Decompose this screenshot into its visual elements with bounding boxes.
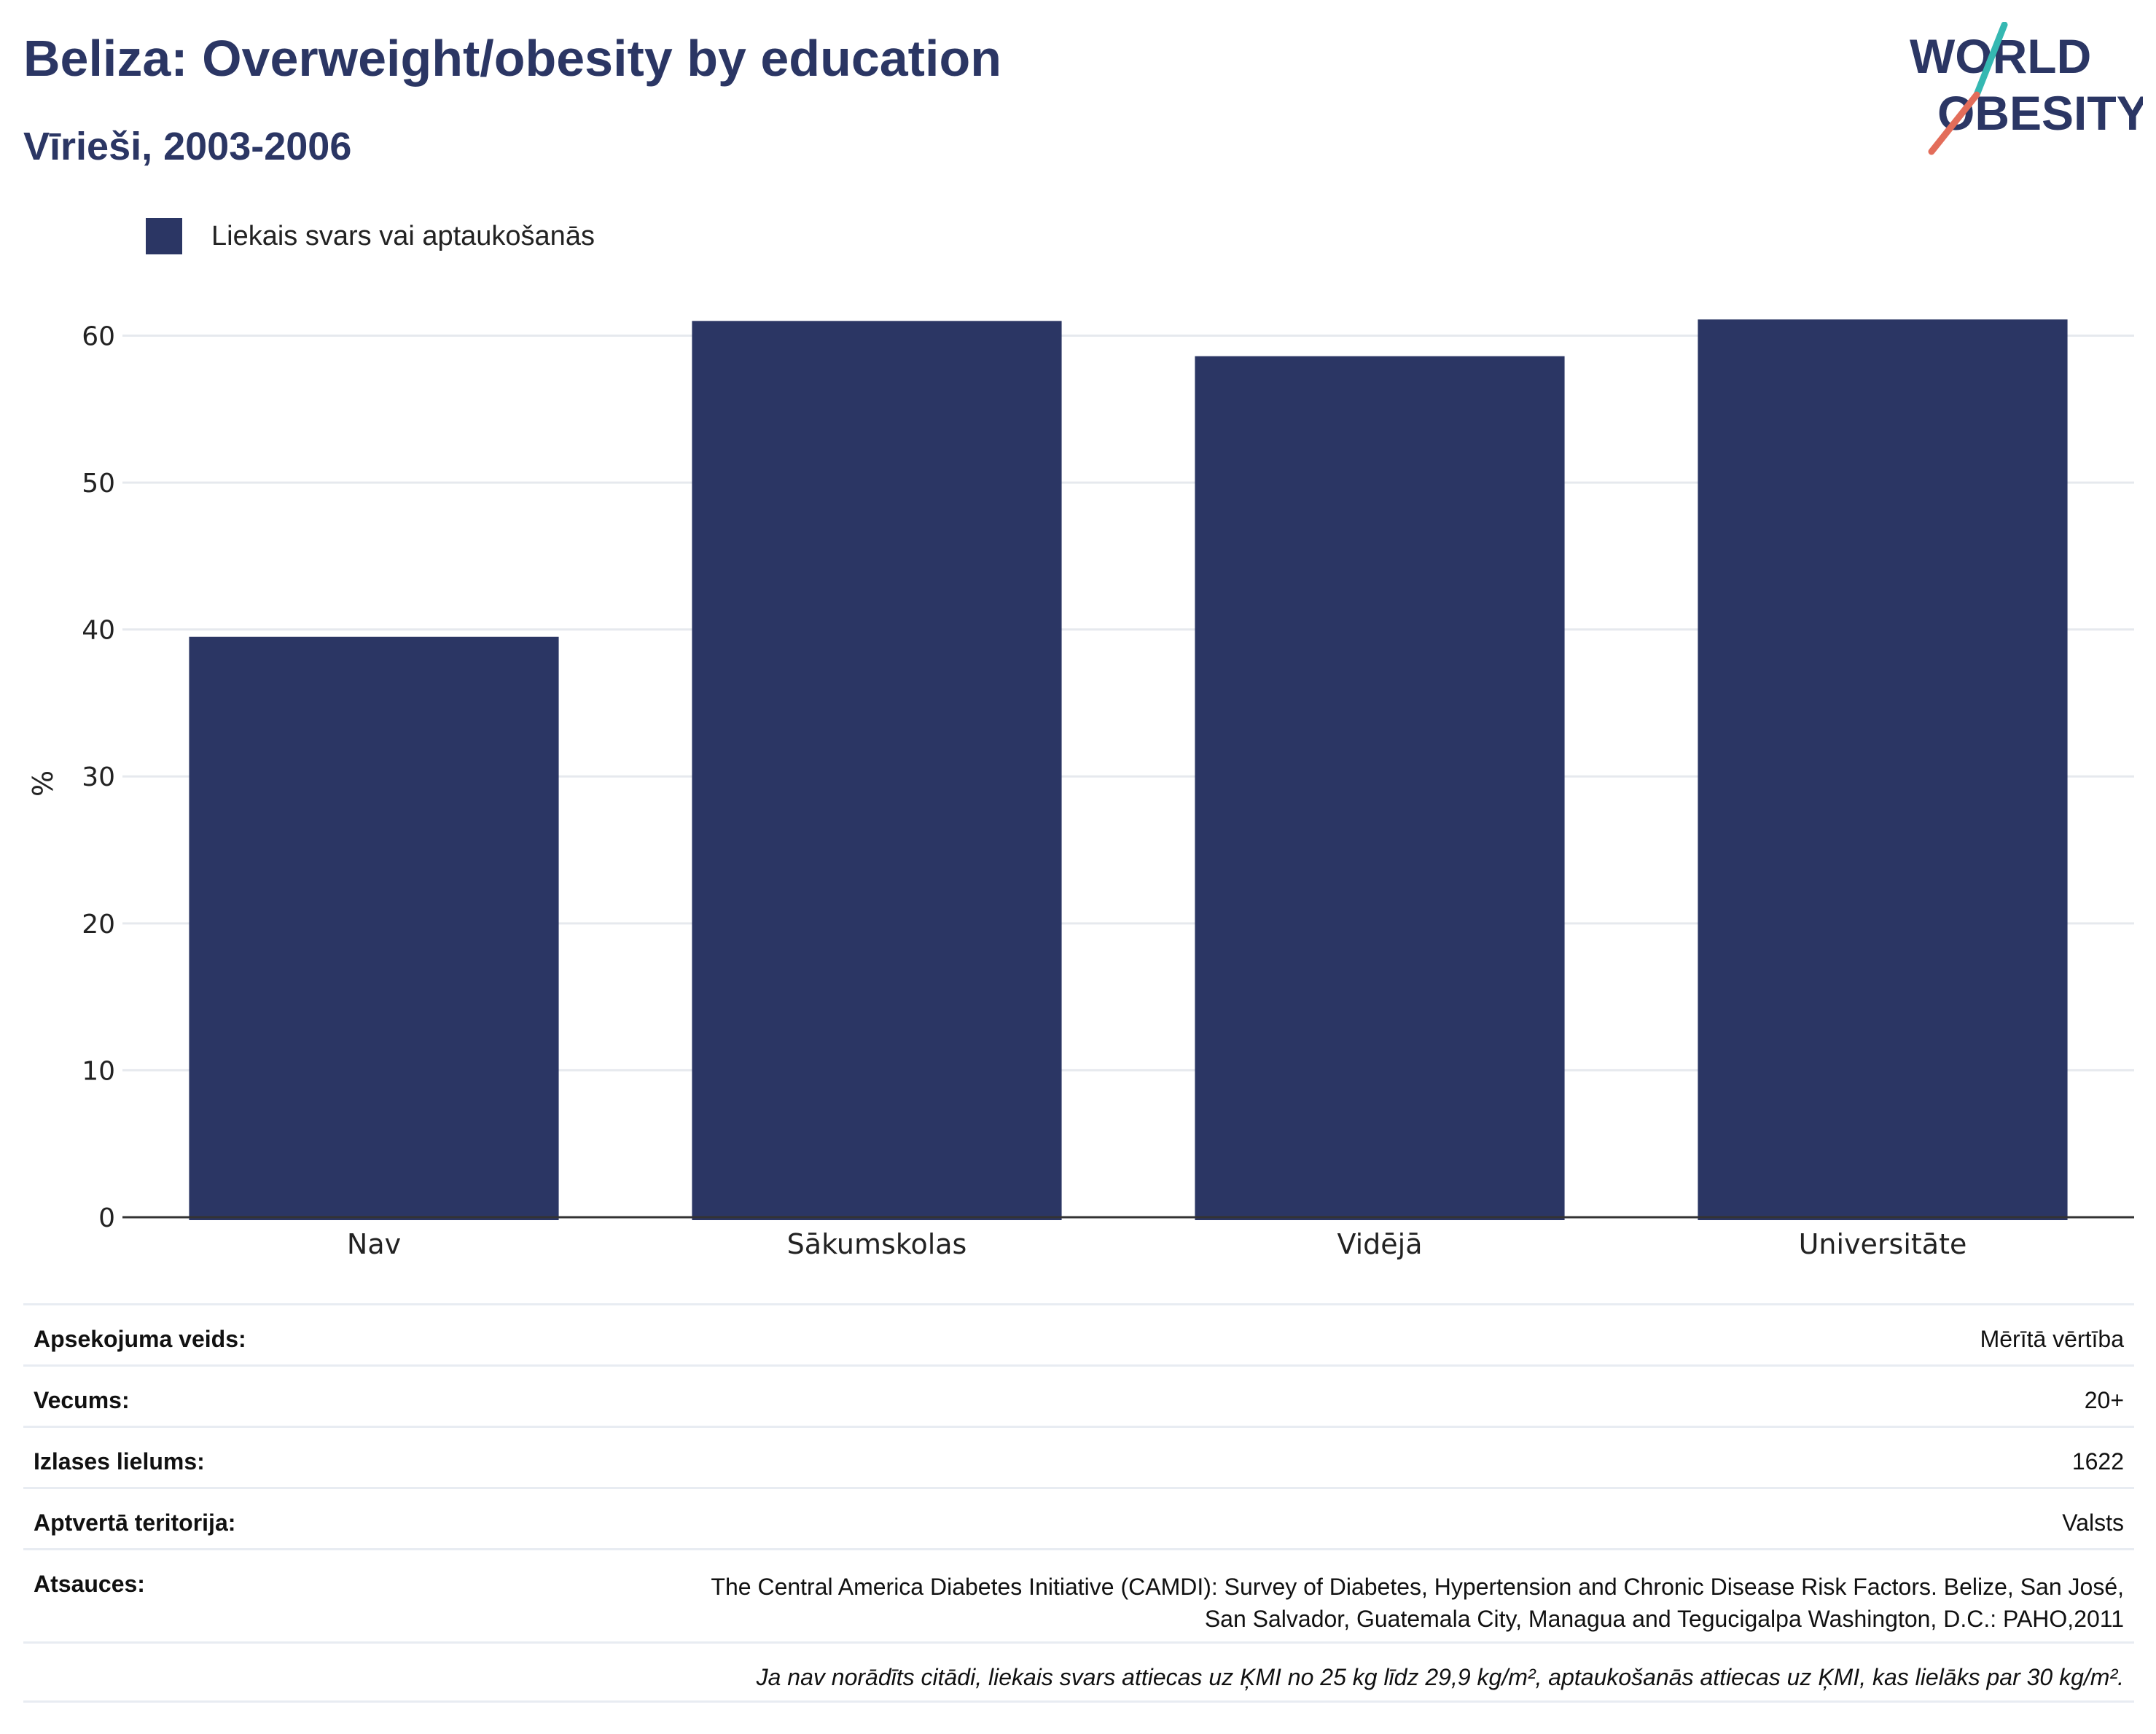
bar-0[interactable] [189, 636, 559, 1220]
info-row-coverage: Aptvertā teritorija: Valsts [23, 1487, 2134, 1548]
legend-label: Liekais svars vai aptaukošanās [211, 220, 595, 251]
info-value: Mērītā vērtība [1980, 1326, 2124, 1352]
y-tick-label: 0 [98, 1203, 115, 1233]
info-value: 20+ [2084, 1387, 2124, 1413]
logo-slash-teal [1973, 22, 2008, 98]
info-key: Atsauces: [34, 1571, 145, 1597]
info-row-references: Atsauces: The Central America Diabetes I… [23, 1548, 2134, 1641]
y-axis-label: % [27, 770, 59, 797]
definition-note: Ja nav norādīts citādi, liekais svars at… [756, 1664, 2124, 1690]
info-key: Aptvertā teritorija: [34, 1510, 236, 1536]
y-axis-ticks: 0 10 20 30 40 50 60 [82, 321, 115, 1233]
bar-1[interactable] [692, 321, 1062, 1220]
bar-2[interactable] [1195, 356, 1565, 1220]
info-value: 1622 [2071, 1448, 2124, 1475]
info-row-age: Vecums: 20+ [23, 1364, 2134, 1426]
y-tick-label: 60 [82, 321, 115, 351]
logo-slash-coral [1928, 91, 1980, 155]
chart-title: Beliza: Overweight/obesity by education [23, 30, 1001, 87]
y-tick-label: 20 [82, 910, 115, 940]
info-key: Izlases lielums: [34, 1448, 205, 1475]
legend-swatch [146, 218, 182, 254]
logo-word-obesity: OBESITY [1937, 86, 2143, 140]
x-axis-labels: Nav Sākumskolas Vidējā Universitāte [347, 1228, 1966, 1260]
chart-subtitle: Vīrieši, 2003-2006 [23, 125, 352, 168]
bar-chart: 0 10 20 30 40 50 60 Nav Sākumskolas Vidējā Univer… [27, 319, 2134, 1260]
references-line-1: The Central America Diabetes Initiative … [711, 1574, 2124, 1600]
info-key: Apsekojuma veids: [34, 1326, 246, 1352]
info-row-sample-size: Izlases lielums: 1622 [23, 1426, 2134, 1487]
info-row-note: Ja nav norādīts citādi, liekais svars at… [23, 1641, 2134, 1703]
legend[interactable]: Liekais svars vai aptaukošanās [146, 217, 595, 255]
x-tick-label: Vidējā [1337, 1228, 1422, 1260]
info-row-survey-type: Apsekojuma veids: Mērītā vērtība [23, 1303, 2134, 1364]
references-line-2: San Salvador, Guatemala City, Managua an… [1204, 1606, 2124, 1632]
y-tick-label: 50 [82, 469, 115, 499]
info-key: Vecums: [34, 1387, 130, 1413]
y-tick-label: 30 [82, 762, 115, 792]
x-tick-label: Universitāte [1799, 1228, 1967, 1260]
bar-3[interactable] [1698, 319, 2068, 1221]
bars [189, 319, 2068, 1221]
world-obesity-logo: WORLD OBESITY [1910, 22, 2143, 155]
y-tick-label: 40 [82, 616, 115, 646]
references-text: The Central America Diabetes Initiative … [711, 1571, 2124, 1635]
y-tick-label: 10 [82, 1056, 115, 1086]
info-table: Apsekojuma veids: Mērītā vērtība Vecums:… [23, 1303, 2134, 1703]
info-value: Valsts [2062, 1510, 2124, 1536]
x-tick-label: Sākumskolas [787, 1228, 967, 1260]
x-tick-label: Nav [347, 1228, 401, 1260]
